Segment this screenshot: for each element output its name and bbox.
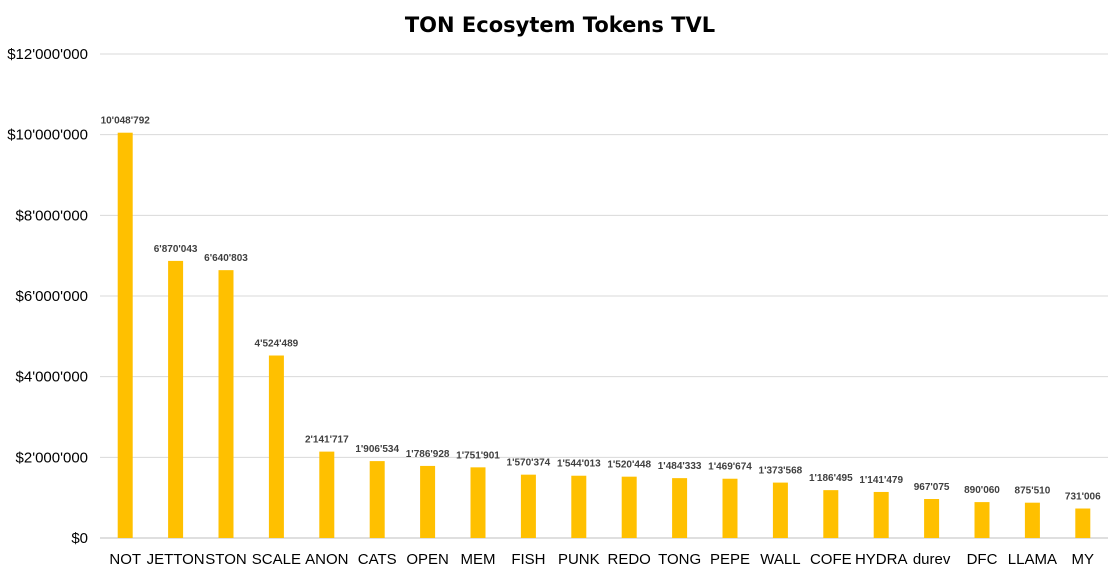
bar-hydra	[873, 491, 889, 538]
x-tick-label: REDO	[608, 551, 651, 568]
bar-my	[1075, 508, 1091, 538]
bar-cats	[369, 461, 385, 538]
y-tick-label: $0	[71, 530, 88, 547]
x-tick-label: DFC	[967, 551, 998, 568]
x-tick-label: ANON	[305, 551, 348, 568]
x-axis-ticks: NOT JETTON STON SCALE ANON CATS OPEN MEM FISH PUN…	[109, 551, 1094, 568]
y-tick-label: $8'000'000	[16, 207, 88, 224]
x-tick-label: STON	[205, 551, 246, 568]
bar-llama	[1024, 502, 1040, 538]
bar-anon	[319, 451, 335, 538]
bar-dfc	[974, 502, 990, 538]
bar-not	[117, 132, 133, 538]
data-label: 1'141'479	[859, 475, 903, 486]
data-label: 731'006	[1065, 492, 1101, 503]
bar-ston	[218, 270, 234, 538]
x-tick-label: SCALE	[252, 551, 301, 568]
data-label: 1'751'901	[456, 450, 500, 461]
data-label: 1'186'495	[809, 473, 853, 484]
data-label: 890'060	[964, 485, 1000, 496]
bar-redo	[621, 476, 637, 538]
bar-durev	[924, 498, 940, 538]
chart-title: TON Ecosytem Tokens TVL	[405, 13, 715, 37]
bar-fish	[520, 474, 536, 538]
x-tick-label: LLAMA	[1008, 551, 1057, 568]
data-label: 1'373'568	[759, 466, 803, 477]
y-tick-label: $2'000'000	[16, 449, 88, 466]
x-tick-label: MY	[1072, 551, 1095, 568]
data-label: 1'484'333	[658, 461, 702, 472]
bars	[117, 132, 1091, 538]
data-label: 875'510	[1015, 486, 1051, 497]
data-label: 6'640'803	[204, 253, 248, 264]
data-label: 1'570'374	[507, 458, 551, 469]
y-axis-ticks: $0 $2'000'000 $4'000'000 $6'000'000 $8'000'0…	[7, 46, 88, 547]
bar-open	[420, 465, 436, 538]
data-label: 10'048'792	[101, 116, 151, 127]
data-label: 6'870'043	[154, 244, 198, 255]
y-tick-label: $6'000'000	[16, 288, 88, 305]
data-label: 1'544'013	[557, 459, 601, 470]
x-tick-label: WALL	[760, 551, 800, 568]
data-label: 967'075	[914, 482, 950, 493]
data-label: 1'786'928	[406, 449, 450, 460]
data-label: 4'524'489	[255, 339, 299, 350]
data-label: 2'141'717	[305, 435, 349, 446]
x-tick-label: PUNK	[558, 551, 600, 568]
x-tick-label: NOT	[109, 551, 141, 568]
x-tick-label: CATS	[358, 551, 397, 568]
bar-cofe	[823, 490, 839, 538]
bar-jetton	[168, 260, 184, 538]
x-tick-label: FISH	[511, 551, 545, 568]
data-label: 1'520'448	[607, 460, 651, 471]
data-label: 1'906'534	[355, 444, 399, 455]
bar-mem	[470, 467, 486, 538]
y-tick-label: $12'000'000	[7, 46, 88, 63]
x-tick-label: MEM	[461, 551, 496, 568]
x-tick-label: HYDRA	[855, 551, 908, 568]
x-tick-label: OPEN	[406, 551, 449, 568]
x-tick-label: JETTON	[147, 551, 205, 568]
bar-punk	[571, 475, 587, 538]
x-tick-label: PEPE	[710, 551, 750, 568]
x-tick-label: COFE	[810, 551, 852, 568]
x-tick-label: TONG	[658, 551, 701, 568]
x-tick-label: durev	[913, 551, 951, 568]
gridlines	[100, 53, 1108, 539]
bar-scale	[268, 355, 284, 538]
bar-tong	[672, 478, 688, 538]
bar-pepe	[722, 478, 738, 538]
data-labels: 10'048'792 6'870'043 6'640'803 4'524'489 2'1…	[101, 116, 1102, 503]
y-tick-label: $10'000'000	[7, 127, 88, 144]
data-label: 1'469'674	[708, 462, 752, 473]
bar-wall	[772, 482, 788, 538]
y-tick-label: $4'000'000	[16, 369, 88, 386]
